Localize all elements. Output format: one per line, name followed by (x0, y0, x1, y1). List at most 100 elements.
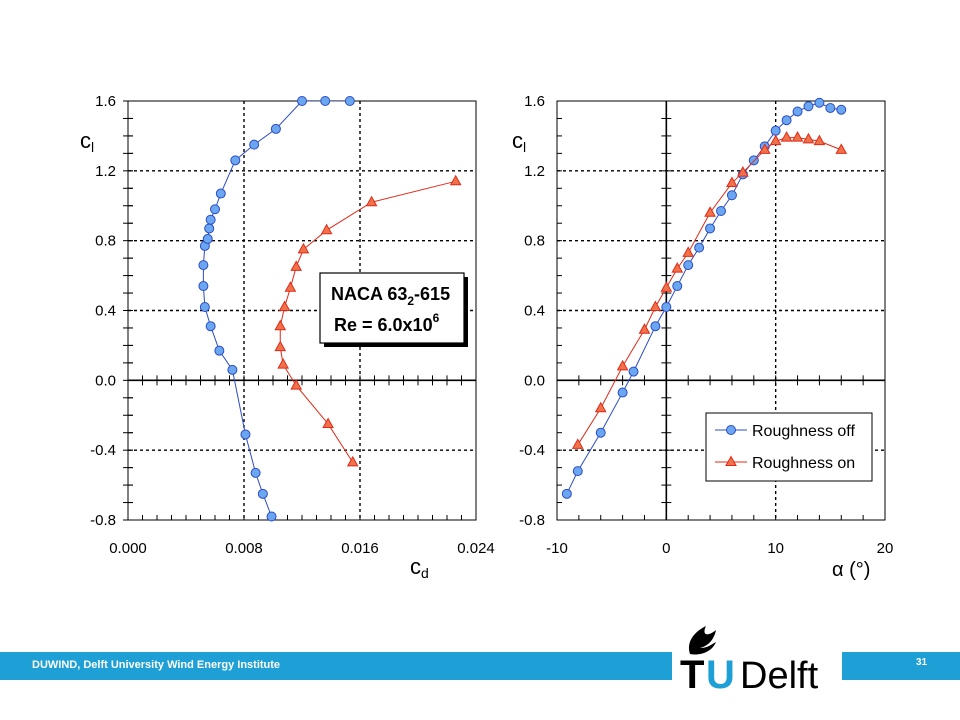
left-point-off (250, 467, 261, 478)
left-point-off (198, 281, 209, 292)
chart-right: -10 0 10 20 -0.8 -0.4 0.0 0.4 0.8 1.2 1.6 cl α (°)… (512, 93, 893, 581)
left-ytick-label: 0.8 (95, 233, 116, 250)
right-xtick-label: 0 (662, 540, 670, 557)
right-point-on (704, 206, 716, 217)
left-ytick-label: 1.6 (95, 93, 116, 110)
right-point-on (835, 143, 848, 154)
legend-marker-on (725, 455, 737, 466)
right-point-off (836, 104, 847, 115)
logo-tu: T (680, 653, 704, 696)
right-point-off (561, 488, 572, 499)
left-point-off (344, 96, 355, 106)
logo-delft: Delft (740, 655, 819, 696)
right-xtick-label: -10 (546, 540, 568, 557)
right-point-on (802, 132, 815, 144)
left-point-off (214, 345, 225, 356)
right-series-line-on (577, 137, 842, 446)
right-point-on (780, 131, 793, 142)
right-ytick-label: 0.0 (524, 372, 545, 389)
right-point-on (737, 166, 749, 177)
left-tick-labels: 0.000 0.008 0.016 0.024 -0.8 -0.4 0.0 0.4 0.8 1.2… (90, 93, 495, 557)
left-point-on (278, 300, 291, 312)
left-point-on (290, 260, 303, 271)
svg-text:NACA 632-615: NACA 632-615 (331, 284, 450, 308)
right-point-off (814, 97, 825, 108)
tudelft-logo-svg: T U Delft (680, 626, 819, 697)
flame-icon (688, 626, 716, 655)
right-ytick-label: -0.4 (519, 442, 545, 459)
right-point-off (672, 281, 683, 292)
chart-left: 0.000 0.008 0.016 0.024 -0.8 -0.4 0.0 0.4 0.8 1.2… (80, 93, 495, 581)
left-point-off (227, 364, 238, 375)
right-ylabel: cl (512, 128, 526, 155)
left-point-on (346, 455, 359, 467)
left-ytick-label: -0.4 (90, 442, 116, 459)
legend-label-off: Roughness off (752, 423, 855, 440)
right-point-off (694, 242, 705, 253)
left-point-off (199, 302, 210, 313)
footer-institute-text: DUWIND, Delft University Wind Energy Ins… (32, 659, 281, 671)
left-point-off (205, 214, 216, 225)
left-series (198, 96, 462, 522)
left-ytick-label: 1.2 (95, 163, 116, 180)
right-point-on (616, 359, 629, 371)
right-point-on (571, 438, 584, 449)
left-point-off (320, 96, 331, 106)
right-point-off (748, 155, 759, 166)
left-point-on (320, 223, 333, 235)
right-point-off (595, 427, 606, 438)
left-ytick-label: 0.0 (95, 372, 116, 389)
right-point-off (803, 101, 814, 112)
left-point-off (205, 321, 216, 332)
left-ylabel: cl (80, 128, 94, 155)
left-xtick-label: 0.008 (225, 540, 263, 557)
right-xlabel: α (°) (832, 559, 870, 581)
left-point-off (240, 429, 251, 440)
left-point-on (322, 417, 334, 428)
right-ytick-label: 0.8 (524, 233, 545, 250)
annotation-line1-b: -615 (414, 284, 450, 304)
left-ytick-label: 0.4 (95, 303, 116, 320)
right-ticks (556, 100, 886, 521)
left-point-off (210, 204, 220, 215)
right-point-on (791, 131, 804, 142)
right-point-off (716, 205, 726, 216)
left-xtick-label: 0.016 (341, 540, 379, 557)
left-ticks (123, 100, 477, 521)
left-point-off (202, 233, 213, 244)
right-tick-labels: -10 0 10 20 -0.8 -0.4 0.0 0.4 0.8 1.2 1.6 (519, 93, 893, 557)
right-point-off (726, 190, 737, 201)
right-ytick-label: -0.8 (519, 512, 545, 529)
right-ytick-label: 1.2 (524, 163, 545, 180)
airfoil-annotation: NACA 632-615 Re = 6.0x106 (319, 272, 468, 347)
left-point-off (249, 139, 260, 150)
left-point-off (270, 123, 281, 134)
right-point-off (661, 302, 672, 313)
right-point-on (682, 246, 695, 257)
annotation-line2-sup: 6 (433, 311, 440, 325)
right-point-on (638, 323, 651, 334)
right-point-on (660, 281, 673, 292)
right-point-on (671, 262, 684, 273)
left-point-on (274, 319, 287, 331)
annotation-line1-sub: 2 (407, 294, 414, 308)
right-point-on (649, 300, 662, 312)
left-point-on (290, 379, 303, 390)
right-point-off (705, 223, 716, 234)
right-ytick-label: 0.4 (524, 303, 545, 320)
right-point-off (781, 115, 792, 126)
left-point-on (449, 174, 462, 186)
right-point-off (683, 260, 694, 271)
right-point-off (572, 466, 583, 477)
right-point-on (769, 134, 782, 146)
right-point-off (792, 106, 803, 117)
right-point-on (594, 401, 607, 413)
left-point-off (204, 223, 215, 234)
right-point-on (813, 134, 826, 146)
left-point-on (274, 340, 287, 352)
right-point-off (650, 321, 661, 332)
figure-canvas: 0.000 0.008 0.016 0.024 -0.8 -0.4 0.0 0.4 0.8 1.2… (80, 93, 893, 581)
left-point-off (230, 155, 241, 166)
left-point-on (277, 358, 289, 369)
right-point-off (617, 387, 628, 398)
